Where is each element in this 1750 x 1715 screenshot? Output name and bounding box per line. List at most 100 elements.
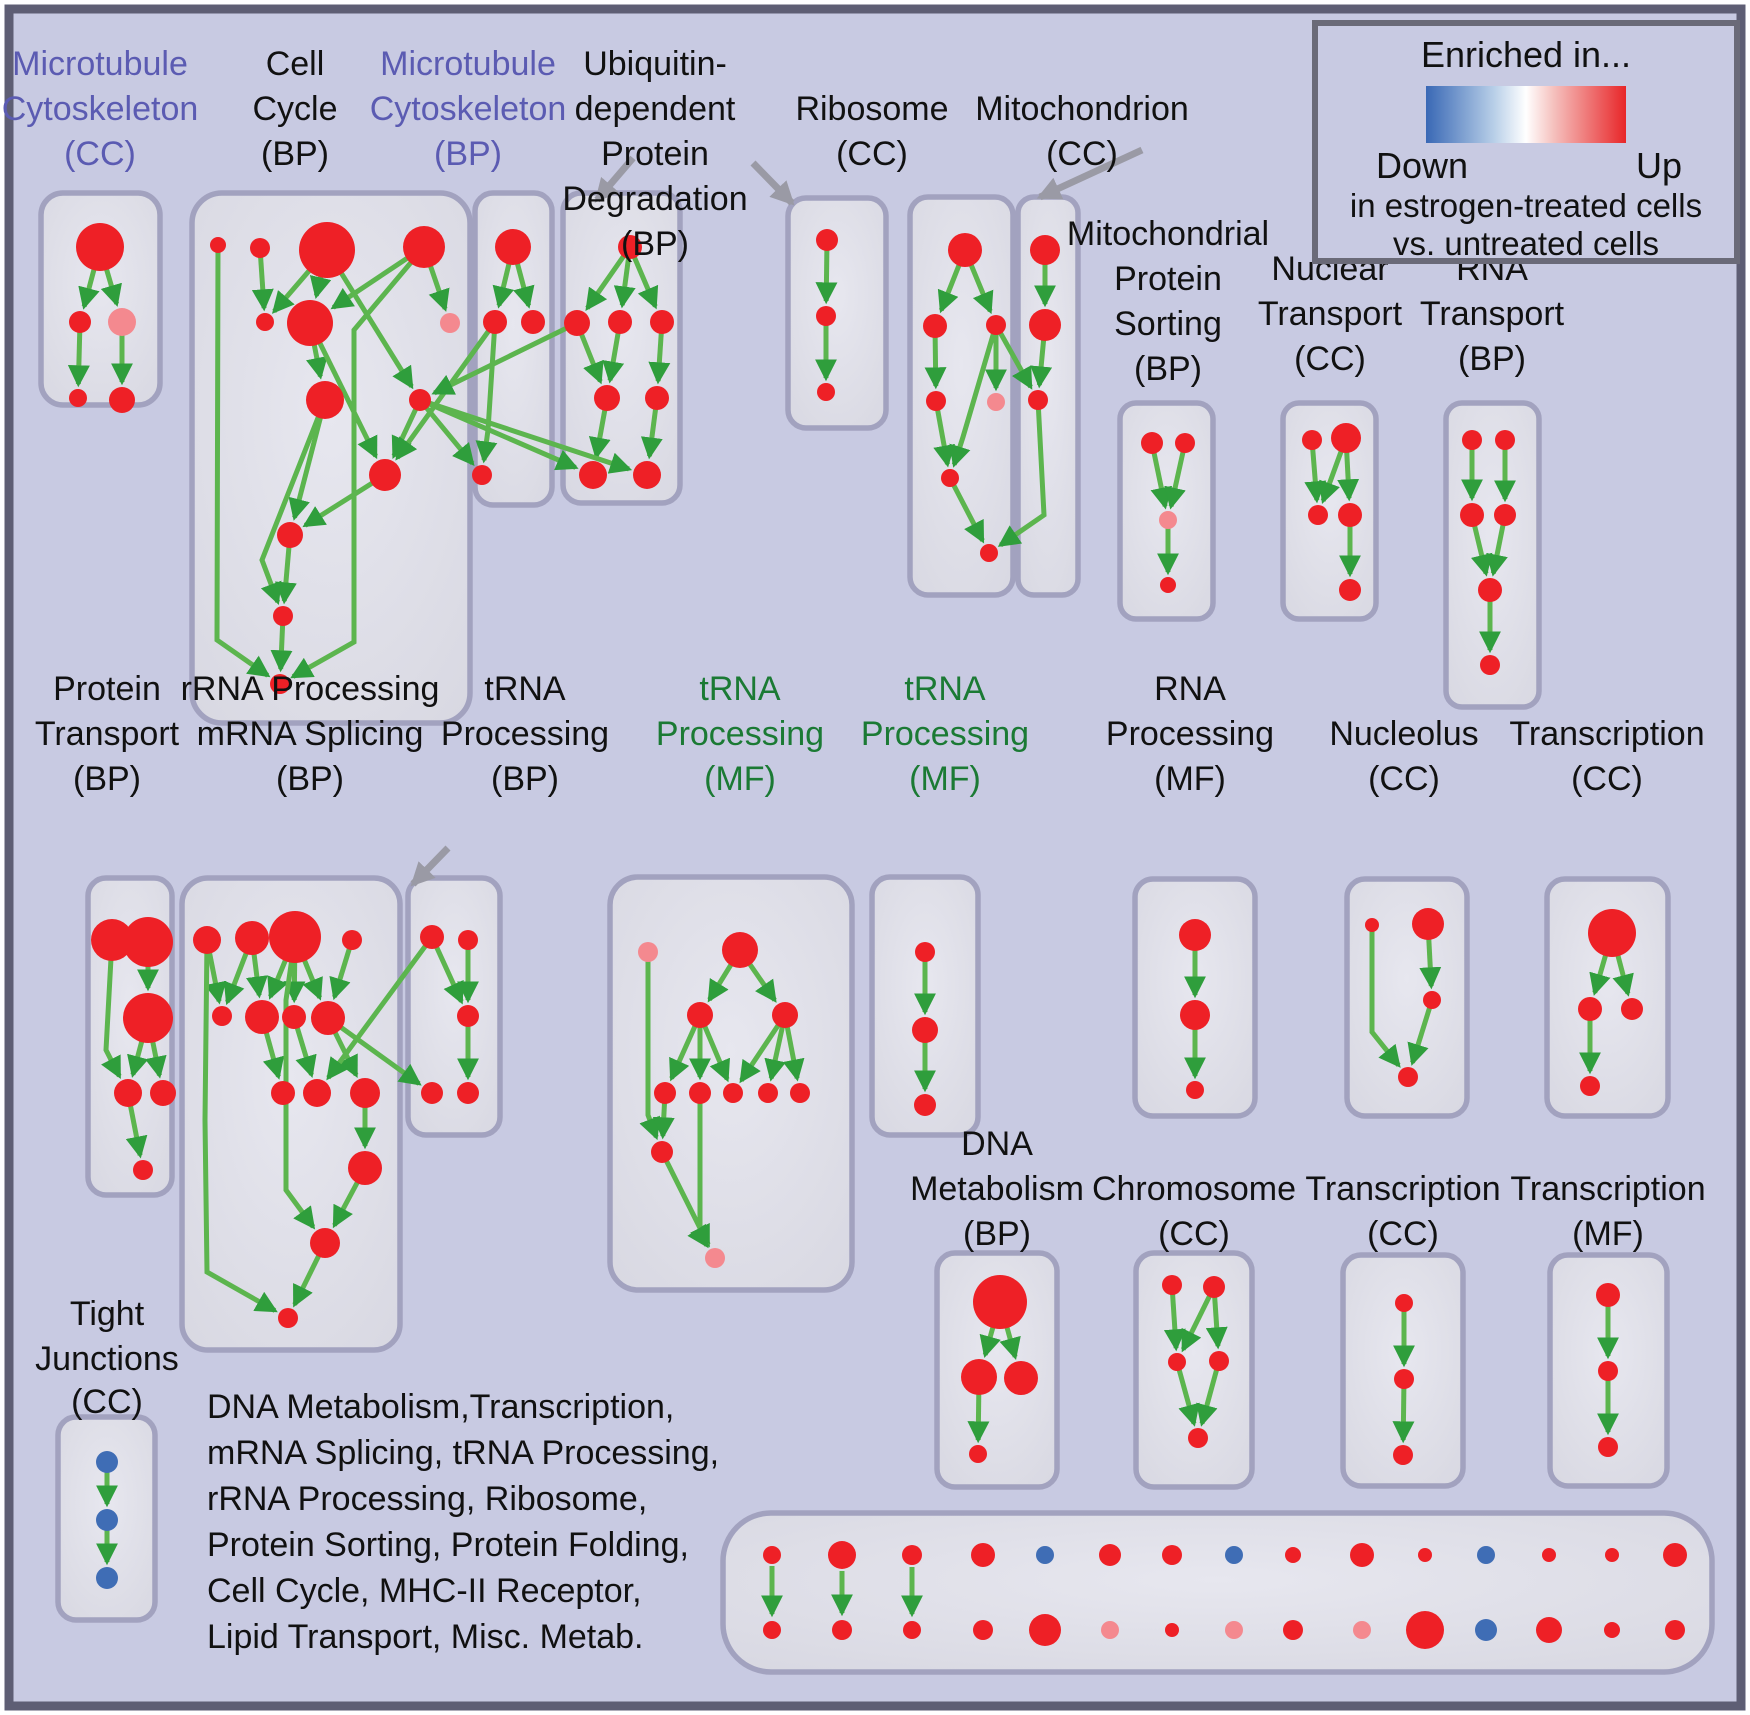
edge-rr.u4-tp.tb1 (326, 1015, 422, 1086)
cluster-label-tmf1-line2: (MF) (704, 760, 776, 798)
cluster-label-dnam-line0: DNA (961, 1125, 1033, 1163)
go-term-node-tj-n1 (96, 1451, 118, 1473)
go-term-node-dnam-B (969, 1445, 987, 1463)
go-term-node-rnat-C (1478, 578, 1502, 602)
cluster-label-mps-line1: Protein (1114, 260, 1222, 298)
strip-node-top-2 (902, 1545, 922, 1565)
misc-text-line: Protein Sorting, Protein Folding, (207, 1526, 689, 1564)
cluster-label-ub1-line2: Protein (601, 135, 709, 173)
edge-cc.h-mtbp.BOT (418, 398, 475, 466)
edge-cc.a-cc.m (214, 244, 271, 678)
go-term-node-cc-e (256, 313, 274, 331)
cluster-box-ub1 (560, 190, 683, 506)
go-term-node-rnat-M2 (1494, 504, 1516, 526)
go-term-node-chrom-TL (1162, 1275, 1182, 1295)
cluster-label-mtcc-line2: (CC) (64, 135, 136, 173)
misc-text-line: mRNA Splicing, tRNA Processing, (207, 1434, 720, 1472)
cluster-label-mito-line0: Mitochondrion (975, 90, 1189, 128)
go-term-node-nuct-BT (1339, 579, 1361, 601)
go-term-node-mtcc-E (109, 387, 135, 413)
strip-node-bottom-13 (1604, 1622, 1620, 1638)
edge-mps.R-mps.P (1164, 442, 1188, 510)
misc-text-line: rRNA Processing, Ribosome, (207, 1480, 648, 1518)
go-term-node-cc-j (277, 522, 303, 548)
edge-ub1.ML-cc.h (431, 320, 579, 396)
go-term-node-rr-u4 (311, 1001, 345, 1035)
cluster-label-tp-line1: Processing (441, 715, 609, 753)
edge-cc.h-ub1.BR (419, 397, 633, 474)
misc-cluster-text: DNA Metabolism,Transcription, mRNA Splic… (207, 1384, 719, 1660)
cluster-label-mps-line0: Mitochondrial (1067, 215, 1269, 253)
edge-cc.f-cc.i (307, 321, 378, 460)
label-pointer-arrow-1 (750, 160, 795, 206)
cluster-label-tp-line0: tRNA (484, 670, 566, 708)
go-term-node-chrom-B (1188, 1428, 1208, 1448)
go-term-node-mito-S (1029, 309, 1061, 341)
cluster-label-mtcc-line0: Microtubule (12, 45, 188, 83)
go-term-node-tmf1-BG (722, 932, 758, 968)
go-term-node-rr-t3 (269, 911, 321, 963)
go-term-node-tcc-BT (1580, 1076, 1600, 1096)
edge-ub1.T-ub1.ML (585, 245, 633, 311)
strip-node-top-4 (1036, 1546, 1054, 1564)
go-term-node-nuc-NBO (1398, 1067, 1418, 1087)
go-term-node-ribo-B (948, 233, 982, 267)
go-term-node-ribo-LL (926, 391, 946, 411)
go-term-node-cc-b (250, 238, 270, 258)
strip-node-bottom-3 (973, 1620, 993, 1640)
go-term-node-mps-B (1160, 577, 1176, 593)
go-term-node-tmf2-s1 (915, 942, 935, 962)
go-term-node-rr-x5 (310, 1228, 340, 1258)
go-term-node-nuc-NM (1423, 991, 1441, 1009)
strip-node-bottom-14 (1665, 1620, 1685, 1640)
go-term-node-tmf1-B4 (758, 1083, 778, 1103)
go-term-node-ub1-MR (650, 310, 674, 334)
go-term-node-rr-t4 (342, 930, 362, 950)
cluster-label-rpmf-line2: (MF) (1154, 760, 1226, 798)
edge-chrom.TL-chrom.ML (1163, 1284, 1186, 1352)
go-term-node-tmf1-LOW (651, 1141, 673, 1163)
strip-node-bottom-7 (1225, 1621, 1243, 1639)
go-term-node-tmf3-n3 (1598, 1437, 1618, 1457)
go-term-node-nuct-Bg (1331, 423, 1361, 453)
go-term-node-rr-v1 (271, 1081, 295, 1105)
edge-chrom.MR-chrom.B (1196, 1360, 1222, 1427)
go-term-node-mps-L (1141, 432, 1163, 454)
strip-node-bottom-10 (1406, 1611, 1444, 1649)
go-term-node-tp-tt2 (458, 930, 478, 950)
go-term-node-rnat-T2 (1495, 430, 1515, 450)
cluster-label-mito-line1: (CC) (1046, 135, 1118, 173)
go-term-node-pt-T2 (123, 917, 173, 967)
cluster-box-mps (1117, 400, 1216, 622)
go-term-node-tcc-ML (1578, 997, 1602, 1021)
cluster-label-tmf1-line1: Processing (656, 715, 824, 753)
go-term-node-tmf2-s3 (914, 1094, 936, 1116)
go-term-node-rnat-M1 (1460, 503, 1484, 527)
go-term-node-cc-f (287, 300, 333, 346)
go-term-node-tmf1-B2 (689, 1082, 711, 1104)
cluster-label-nuct-line2: (CC) (1294, 340, 1366, 378)
cluster-box-ub2 (785, 195, 889, 431)
go-term-node-mps-R (1175, 433, 1195, 453)
cluster-box-tcc (1544, 876, 1671, 1119)
edge-mito.SH-ribo.BT (997, 399, 1047, 548)
cluster-box-dnam (934, 1250, 1060, 1490)
cluster-label-rnat-line1: Transport (1420, 295, 1565, 333)
cluster-box-rpmf (1132, 876, 1258, 1119)
go-term-node-cc-g (306, 381, 344, 419)
cluster-label-tcc2-line0: Transcription (1305, 1170, 1500, 1208)
legend-box: Enriched in... Down Up in estrogen-treat… (1312, 20, 1740, 264)
edge-tcc2.n2-tcc2.n3 (1392, 1378, 1415, 1444)
label-pointer-arrow-3 (410, 845, 451, 887)
strip-node-top-7 (1225, 1546, 1243, 1564)
edge-rr.t1-rr.y6 (202, 939, 278, 1313)
go-term-node-chrom-MR (1209, 1351, 1229, 1371)
go-term-node-rnat-B (1480, 655, 1500, 675)
go-term-node-tj-n2 (96, 1509, 118, 1531)
go-term-node-rr-u2 (245, 1000, 279, 1034)
edge-chrom.ML-chrom.B (1174, 1361, 1200, 1427)
cluster-label-ub1-line1: dependent (575, 90, 736, 128)
cluster-label-cc-line1: Cycle (252, 90, 337, 128)
go-term-node-tcc2-n3 (1393, 1445, 1413, 1465)
cluster-label-chrom-line0: Chromosome (1092, 1170, 1296, 1208)
